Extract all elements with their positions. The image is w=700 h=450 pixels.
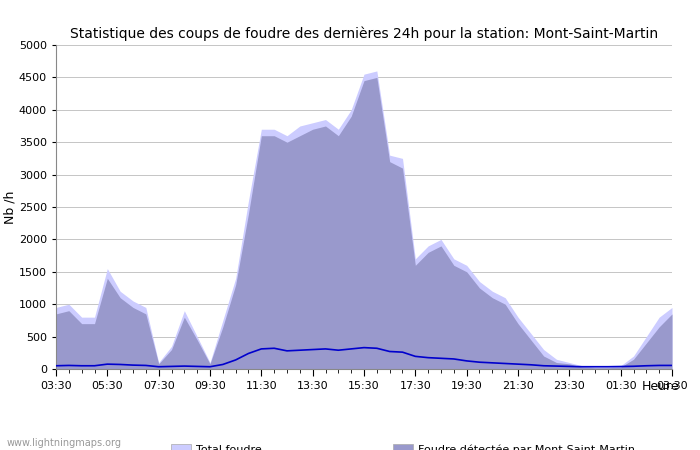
Text: www.lightningmaps.org: www.lightningmaps.org <box>7 438 122 448</box>
Text: Heure: Heure <box>641 380 679 393</box>
Legend: Total foudre, Moyenne de toutes les stations, Foudre détectée par Mont-Saint-Mar: Total foudre, Moyenne de toutes les stat… <box>167 439 640 450</box>
Title: Statistique des coups de foudre des dernières 24h pour la station: Mont-Saint-Ma: Statistique des coups de foudre des dern… <box>70 27 658 41</box>
Y-axis label: Nb /h: Nb /h <box>3 190 16 224</box>
